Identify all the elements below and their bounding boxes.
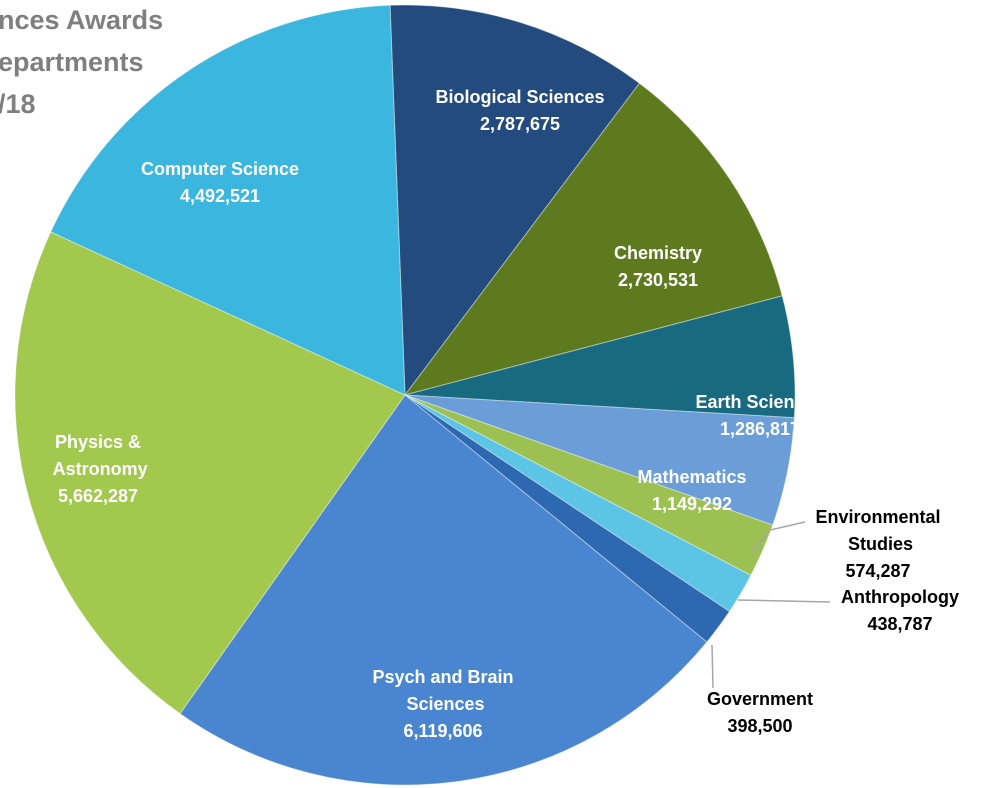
slice — [404, 394, 774, 577]
outside-labels: Environmental Studies 574,287 Anthropology… — [707, 507, 959, 736]
slice-value-label: 2,730,531 — [618, 270, 698, 290]
slice-label: Government — [707, 689, 813, 709]
leader-line — [751, 521, 806, 553]
slice — [404, 295, 796, 419]
slice-label: Psych and Brain Sciences — [372, 667, 513, 714]
slice-value-label: 6,119,606 — [403, 721, 482, 741]
title-line: nces Awards — [0, 5, 163, 35]
title: nces Awards epartments /18 — [0, 5, 163, 119]
slice — [404, 394, 752, 613]
slice — [404, 394, 795, 526]
slice — [14, 231, 406, 715]
title-line: /18 — [0, 89, 36, 119]
leader-line — [737, 599, 831, 603]
slice — [179, 394, 708, 786]
slice-value-label: 398,500 — [727, 716, 792, 736]
slice — [403, 82, 783, 396]
labels: Biological Sciences 2,787,675 Chemistry 2,7… — [48, 87, 824, 741]
slice — [50, 4, 406, 396]
slice-label: Chemistry — [614, 243, 702, 263]
slice-value-label: 574,287 — [845, 561, 910, 581]
title-line: epartments — [0, 47, 144, 77]
slice-value-label: 2,787,675 — [480, 114, 560, 134]
leader-line — [711, 644, 714, 689]
slice — [404, 394, 731, 643]
slice-label: Earth Sciences — [695, 392, 824, 412]
slice-value-label: 1,286,817 — [720, 419, 800, 439]
leader-lines — [711, 521, 831, 689]
slice-value-label: 1,149,292 — [652, 494, 732, 514]
slice-label: Environmental Studies — [815, 507, 940, 554]
slice-label: Biological Sciences — [435, 87, 604, 107]
slice-label: Anthropology — [841, 587, 959, 607]
slice-label: Mathematics — [637, 467, 746, 487]
slice-value-label: 5,662,287 — [58, 486, 138, 506]
pie — [14, 4, 796, 786]
slice-label: Computer Science — [141, 159, 299, 179]
slice-value-label: 438,787 — [867, 614, 932, 634]
slice-value-label: 4,492,521 — [180, 186, 260, 206]
slice-label: Physics & Astronomy — [48, 432, 147, 479]
slice — [389, 4, 641, 397]
